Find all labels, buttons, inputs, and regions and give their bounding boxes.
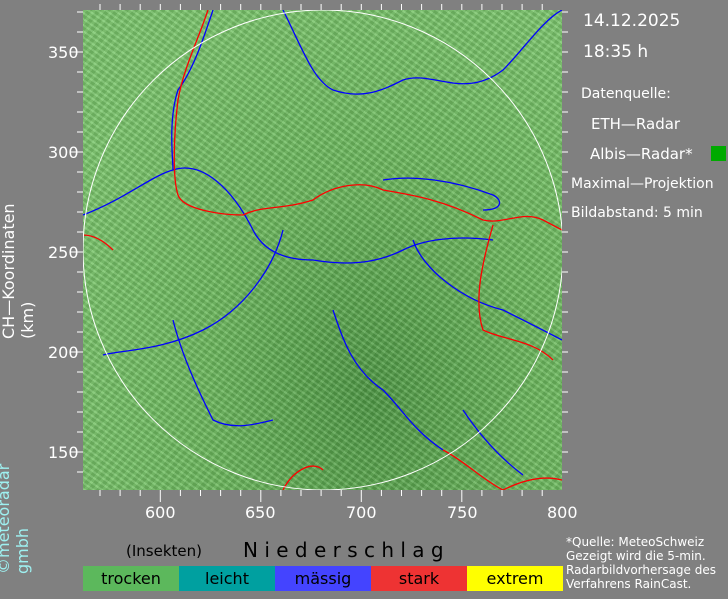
borders xyxy=(83,10,562,490)
legend-maessig: mässig xyxy=(275,566,371,591)
x-tick-label: 650 xyxy=(245,503,276,522)
y-tick-label: 200 xyxy=(48,343,79,362)
note-line: *Quelle: MeteoSchweiz xyxy=(566,535,705,549)
albis-radar-status-indicator xyxy=(711,146,726,161)
legend-extrem: extrem xyxy=(467,566,563,591)
source-label: Datenquelle: xyxy=(581,86,671,102)
map-overlay xyxy=(83,10,562,490)
radar-map xyxy=(83,10,562,490)
insects-label: (Insekten) xyxy=(126,542,202,560)
time: 18:35 h xyxy=(583,42,649,62)
y-axis-label: CH—Koordinaten (km) xyxy=(0,203,37,339)
rivers-lakes xyxy=(83,10,562,476)
y-tick-label: 250 xyxy=(48,243,79,262)
x-tick-label: 800 xyxy=(547,503,578,522)
projection: Maximal—Projektion xyxy=(571,176,714,192)
legend-leicht: leicht xyxy=(179,566,275,591)
legend-title: N i e d e r s c h l a g xyxy=(243,538,444,562)
note-line: Gezeigt wird die 5-min. xyxy=(566,549,706,563)
note-line: Verfahrens RainCast. xyxy=(566,577,692,591)
radar-albis: Albis—Radar* xyxy=(590,145,693,163)
y-tick-label: 150 xyxy=(48,443,79,462)
x-tick-label: 750 xyxy=(447,503,478,522)
interval: Bildabstand: 5 min xyxy=(571,205,703,221)
date: 14.12.2025 xyxy=(583,11,681,31)
legend-trocken: trocken xyxy=(83,566,179,591)
y-tick-label: 350 xyxy=(48,43,79,62)
radar-eth: ETH—Radar xyxy=(591,115,681,133)
legend-stark: stark xyxy=(371,566,467,591)
copyright: ©meteoradar gmbh xyxy=(0,463,32,574)
x-tick-label: 700 xyxy=(346,503,377,522)
x-tick-label: 600 xyxy=(145,503,176,522)
note-line: Radarbildvorhersage des xyxy=(566,563,716,577)
y-tick-label: 300 xyxy=(48,143,79,162)
